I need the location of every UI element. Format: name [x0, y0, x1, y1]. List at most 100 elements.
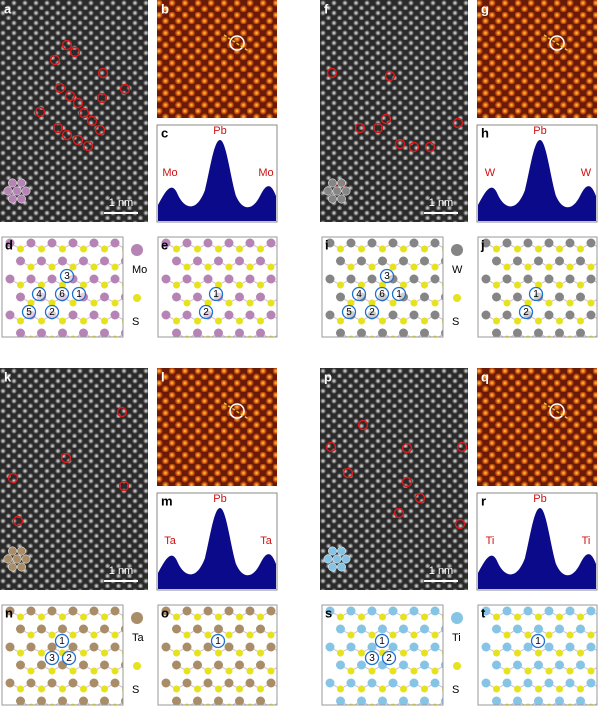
defect-marker [401, 476, 413, 488]
chalcogen-atom [431, 631, 439, 639]
bond [303, 333, 314, 339]
chalcogen-atom [389, 263, 397, 271]
metal-atom [277, 293, 286, 302]
chalcogen-atom [400, 281, 407, 289]
metal-atom [182, 606, 192, 616]
chalcogen-atom [111, 631, 119, 639]
chalcogen-atom [38, 245, 45, 253]
structure-border [1, 604, 124, 706]
chalcogen-atom [257, 354, 264, 361]
chalcogen-atom [17, 685, 24, 693]
chalcogen-atom [577, 354, 584, 361]
chalcogen-atom [535, 649, 542, 657]
metal-atom [132, 347, 141, 356]
bond [147, 333, 158, 339]
chalcogen-atom [173, 245, 180, 253]
panel-label: t [481, 605, 486, 620]
chalcogen-atom [59, 354, 66, 361]
defect-marker [394, 138, 406, 150]
site-marker [210, 633, 226, 649]
site-marker [374, 633, 390, 649]
profile-line [543, 34, 571, 53]
chalcogen-atom [514, 685, 521, 693]
metal-atom [555, 660, 564, 670]
chalcogen-atom [358, 613, 365, 621]
metal-atom [68, 678, 78, 688]
chalcogen-atom [289, 336, 296, 343]
bond [518, 351, 529, 357]
chalcogen-atom [194, 245, 201, 253]
metal-atom [576, 660, 585, 670]
metal-atom [121, 257, 123, 265]
legend-metal-label: Ti [452, 632, 461, 644]
metal-atom [430, 310, 440, 320]
chalcogen-atom [101, 649, 108, 657]
metal-atom [513, 256, 522, 266]
metal-atom [430, 238, 440, 248]
chalcogen-atom [535, 354, 542, 361]
chalcogen-atom [347, 631, 355, 639]
chalcogen-atom [215, 685, 222, 693]
bond [261, 351, 272, 357]
bond [94, 351, 105, 357]
metal-atom [58, 328, 67, 337]
defect-marker [408, 141, 420, 153]
chalcogen-atom [267, 299, 275, 307]
site-number: 2 [49, 307, 55, 318]
panel-label: h [481, 125, 489, 140]
metal-atom [256, 660, 265, 670]
bond [425, 351, 436, 357]
legend-chalcogen-label: S [132, 316, 139, 328]
profile-area [478, 508, 596, 589]
bond [292, 279, 303, 285]
chalcogen-atom [514, 317, 521, 325]
chalcogen-atom [278, 282, 285, 289]
metal-atom [409, 310, 419, 320]
metal-atom [502, 678, 512, 688]
metal-atom [193, 256, 202, 266]
chalcogen-atom [267, 263, 275, 271]
legend-metal [131, 612, 143, 624]
bond [126, 351, 137, 357]
metal-atom [523, 678, 533, 688]
atom-overlay [337, 546, 346, 556]
heatmap-image [477, 368, 597, 486]
metal-atom [523, 238, 533, 248]
bond [21, 351, 32, 357]
defect-marker [60, 452, 72, 464]
chalcogen-atom [59, 613, 66, 621]
chalcogen-atom [80, 317, 87, 325]
site-marker [374, 286, 390, 302]
metal-atom [544, 238, 554, 248]
bond [136, 647, 147, 653]
metal-atom [121, 329, 123, 337]
chalcogen-atom [337, 685, 344, 693]
chalcogen-atom [236, 649, 243, 657]
metal-atom [326, 347, 335, 356]
chalcogen-atom [358, 317, 365, 325]
bond [282, 333, 293, 339]
chalcogen-atom [299, 282, 306, 289]
metal-atom [89, 310, 99, 320]
chalcogen-atom [38, 613, 45, 621]
defect-marker [342, 467, 354, 479]
site-marker [21, 304, 37, 320]
metal-atom [79, 624, 88, 634]
defect-marker [414, 492, 426, 504]
chalcogen-atom [204, 631, 212, 639]
chalcogen-atom [566, 631, 574, 639]
chalcogen-atom [27, 299, 35, 307]
metal-atom [513, 624, 522, 634]
chalcogen-atom [173, 354, 180, 361]
defect-marker [119, 83, 131, 95]
metal-atom [576, 328, 585, 337]
bond [446, 333, 457, 339]
bond [539, 351, 550, 357]
metal-atom [182, 310, 192, 320]
metal-atom [367, 606, 377, 616]
chalcogen-atom [225, 631, 233, 639]
metal-atom [441, 329, 443, 337]
metal-atom [409, 274, 419, 284]
chalcogen-atom [577, 613, 584, 621]
metal-atom [346, 642, 356, 652]
